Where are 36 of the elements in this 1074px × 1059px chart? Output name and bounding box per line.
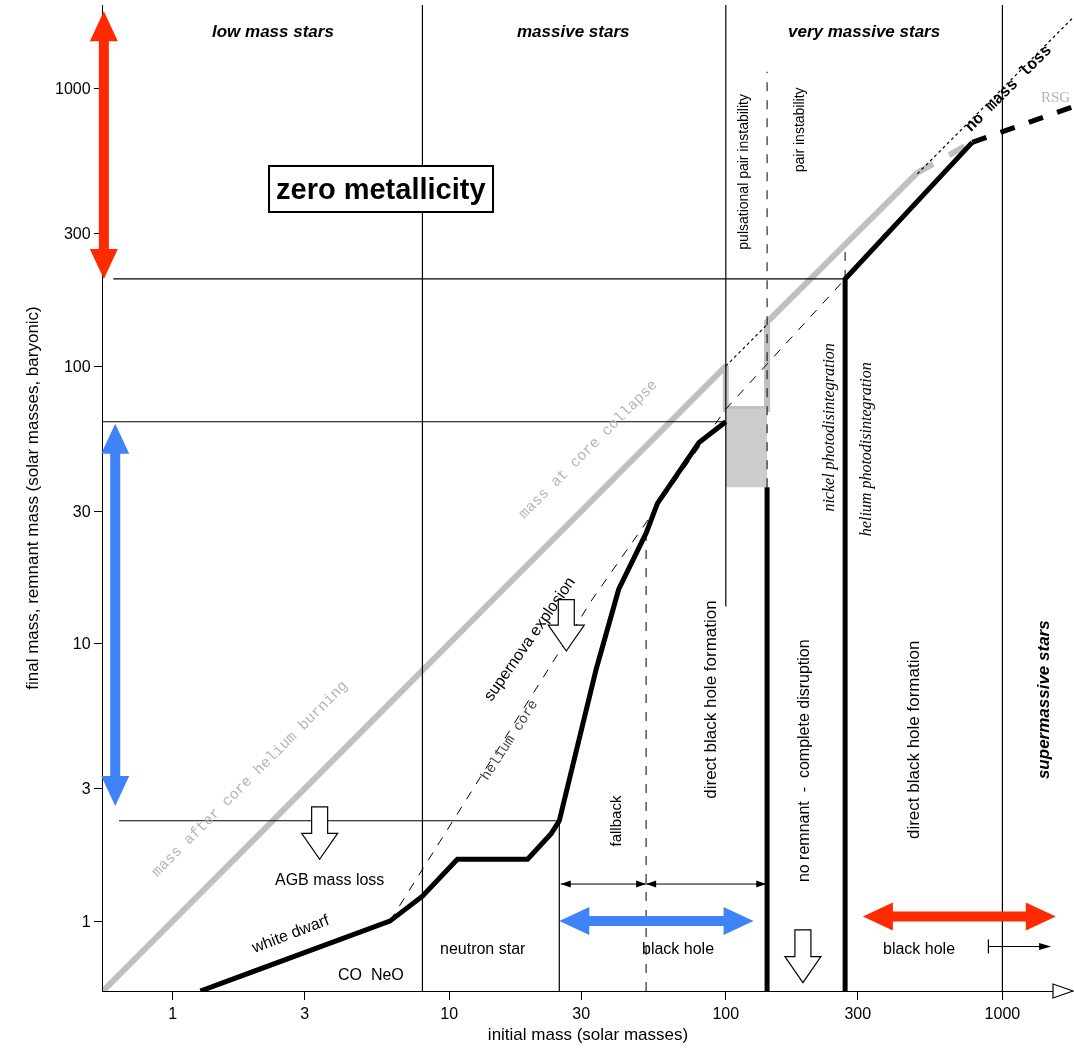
- annotation: no remnant - complete disruption: [794, 639, 812, 883]
- x-tick-label: 30: [572, 1005, 591, 1023]
- y-tick-label: 1: [81, 912, 91, 930]
- annotation: neutron star: [440, 940, 527, 957]
- x-tick-label: 100: [712, 1005, 740, 1023]
- y-axis-title: final mass, remnant mass (solar masses, baryonic): [22, 306, 42, 690]
- annotation: helium photodisintegration: [856, 362, 875, 537]
- x-tick-label: 3: [300, 1005, 310, 1023]
- annotation: white dwarf: [248, 910, 332, 957]
- annotation: direct black hole formation: [701, 600, 721, 799]
- x-axis-title: initial mass (solar masses): [487, 1024, 689, 1044]
- y-tick-label: 100: [63, 357, 91, 375]
- y-tick-label: 1000: [55, 80, 91, 98]
- annotation: supermassive stars: [1033, 620, 1053, 780]
- annotation: RSG: [1041, 89, 1071, 105]
- x-tick-label: 300: [844, 1005, 872, 1023]
- annotation: very massive stars: [788, 22, 941, 41]
- annotation: pulsational pair instability: [734, 94, 751, 250]
- annotation: nickel photodisintegration: [820, 343, 839, 512]
- y-tick-label: 10: [72, 635, 91, 653]
- y-tick-label: 30: [72, 502, 91, 520]
- annotation: black hole: [883, 940, 956, 957]
- annotation: low mass stars: [212, 22, 334, 41]
- annotation: massive stars: [517, 22, 630, 41]
- x-tick-label: 1: [168, 1005, 178, 1023]
- x-tick-label: 10: [440, 1005, 459, 1023]
- annotation: black hole: [642, 940, 715, 957]
- annotation: direct black hole formation: [904, 640, 924, 840]
- annotation: pair instability: [790, 87, 807, 173]
- y-tick-label: 3: [81, 780, 91, 798]
- annotation: CO NeO: [338, 966, 404, 983]
- annotation: AGB mass loss: [275, 871, 385, 888]
- text: zero metallicity: [276, 173, 486, 205]
- x-tick-label: 1000: [984, 1005, 1021, 1023]
- annotation: fallback: [607, 795, 625, 847]
- y-tick-label: 300: [63, 225, 91, 243]
